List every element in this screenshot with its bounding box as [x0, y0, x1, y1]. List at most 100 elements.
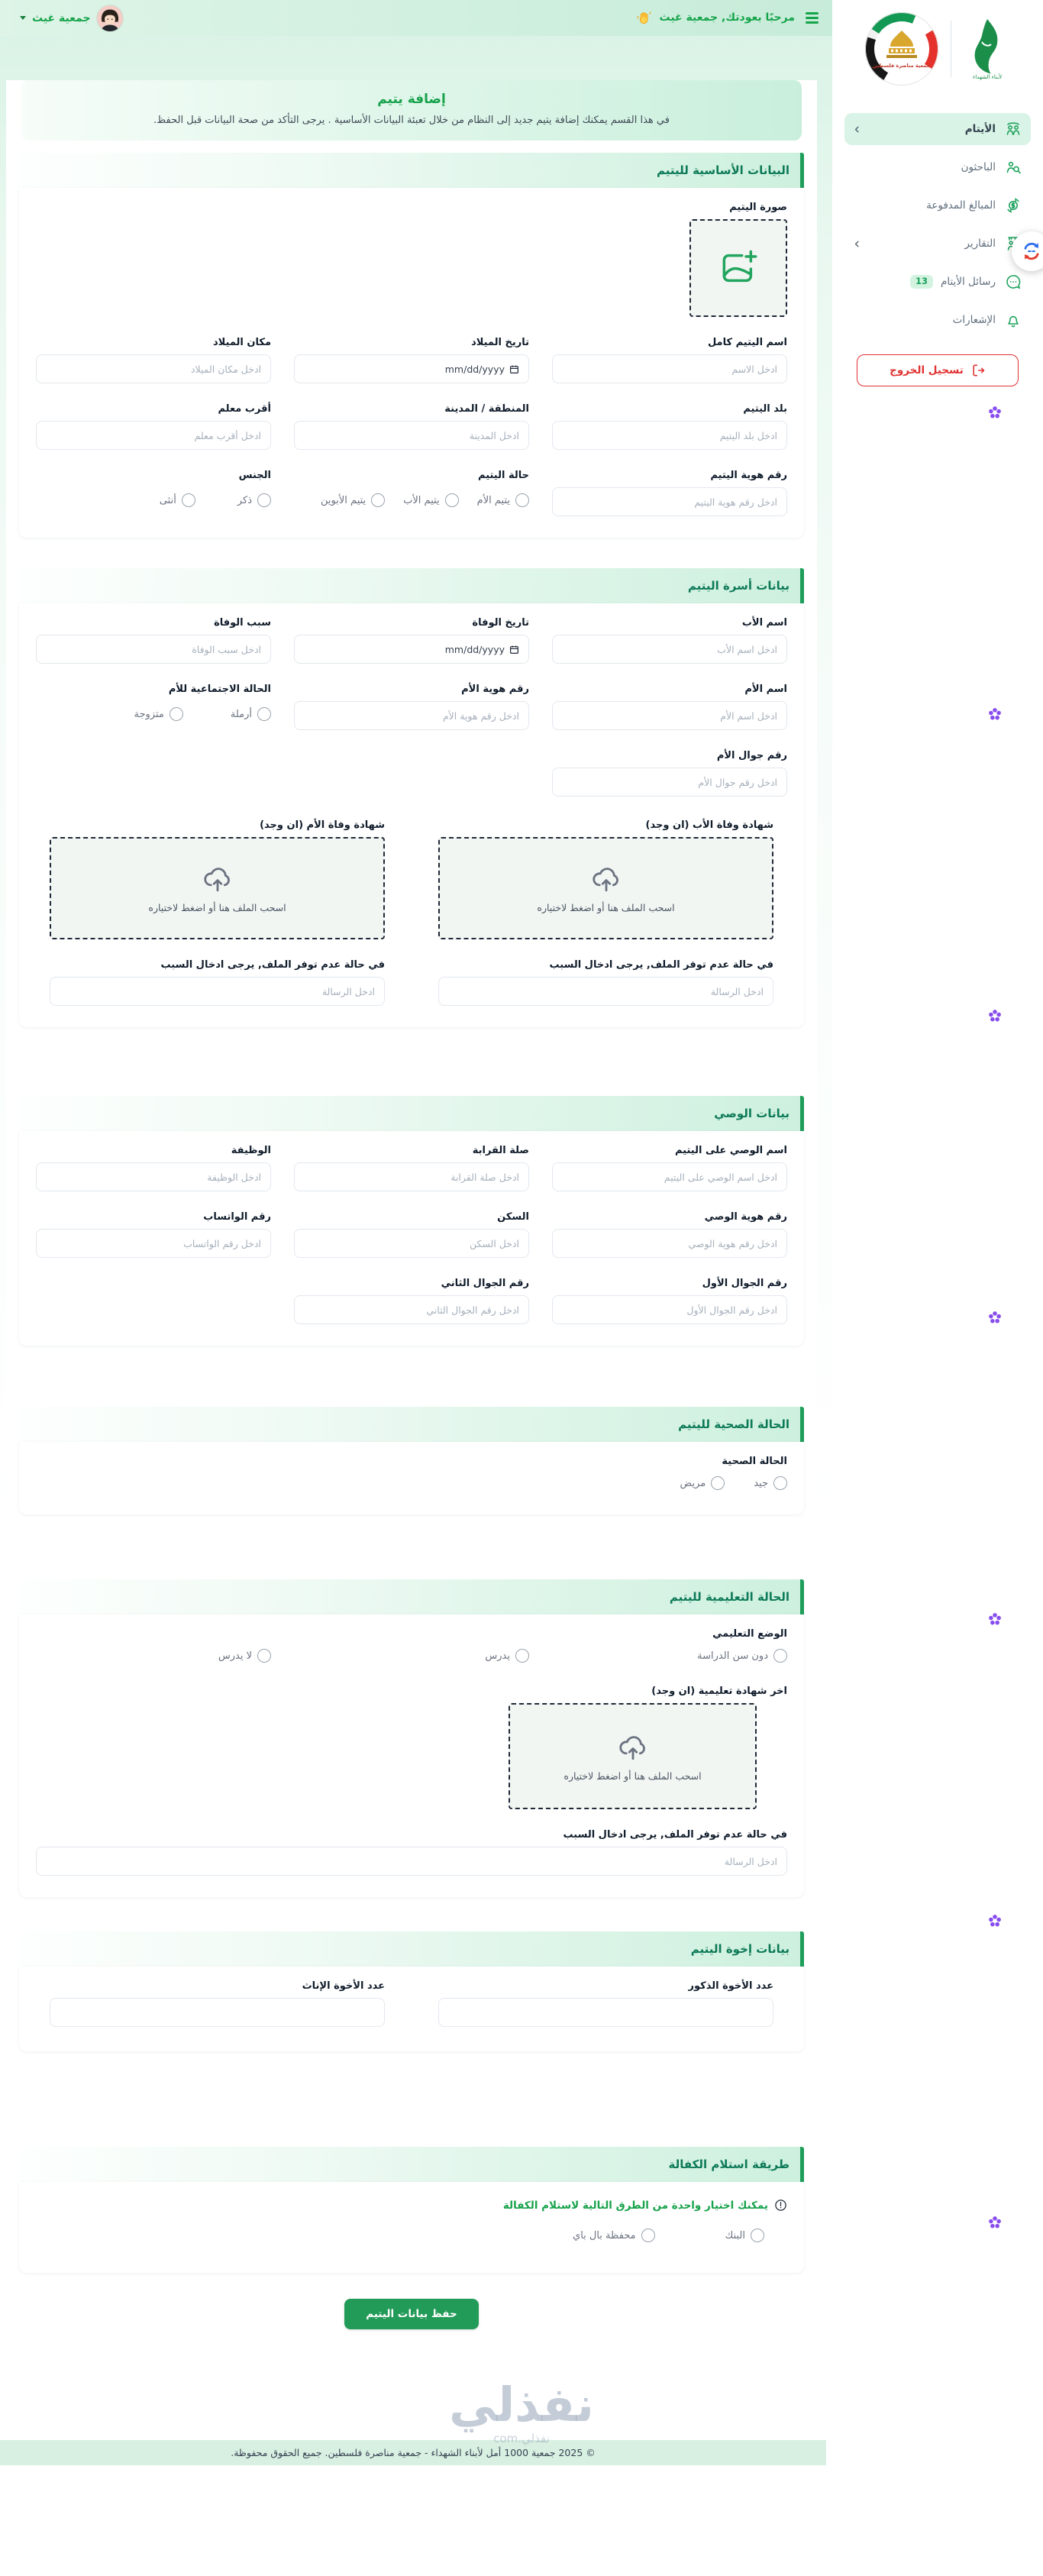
- notifications-icon: [1003, 310, 1023, 330]
- radio-health-good[interactable]: جيد: [754, 1476, 787, 1490]
- field-mother-id: رقم هوية الأم: [294, 684, 529, 730]
- mother-cert-upload[interactable]: اسحب الملف هنا أو اضغط لاختياره: [50, 837, 385, 939]
- radio-gender-female[interactable]: أنثى: [160, 493, 195, 507]
- messages-icon: [1003, 272, 1023, 292]
- waving-hand-icon: [636, 10, 652, 26]
- upload-hint: اسحب الملف هنا أو اضغط لاختياره: [148, 902, 286, 913]
- sidebar-item-label: التقارير: [964, 238, 996, 250]
- sponsorship-note-row: يمكنك اختيار واحدة من الطرق التالية لاست…: [36, 2199, 787, 2212]
- radio-method-palpay[interactable]: محفظة بال باي: [573, 2229, 655, 2242]
- sidebar-item-orphans[interactable]: الأيتام: [844, 113, 1031, 145]
- field-relation: صلة القرابة: [294, 1145, 529, 1191]
- radio-method-bank[interactable]: البنك: [725, 2229, 764, 2242]
- logout-icon: [970, 363, 986, 378]
- guardian-name-input[interactable]: [552, 1162, 787, 1191]
- job-input[interactable]: [36, 1162, 271, 1191]
- main-area: مرحبًا بعودتك, جمعية غيث: [0, 0, 832, 2465]
- orphan-id-input[interactable]: [552, 487, 787, 516]
- sidebar-item-orphan-messages[interactable]: رسائل الأيتام 13: [844, 266, 1031, 298]
- palestine-logo: جمعية مناصرة فلسطين: [864, 12, 938, 86]
- mother-name-input[interactable]: [552, 701, 787, 730]
- death-cause-input[interactable]: [36, 635, 271, 664]
- section-health-header: الحالة الصحية لليتيم: [19, 1407, 804, 1442]
- father-cert-upload[interactable]: اسحب الملف هنا أو اضغط لاختياره: [438, 837, 773, 939]
- orphan-photo-upload[interactable]: [689, 219, 787, 317]
- sidebar-item-notifications[interactable]: الإشعارات: [844, 304, 1031, 336]
- swap-float-button[interactable]: [1012, 231, 1043, 271]
- mother-id-input[interactable]: [294, 701, 529, 730]
- radio-edu-preschool[interactable]: دون سن الدراسة: [552, 1649, 787, 1663]
- copyright-text: © 2025 جمعية 1000 أمل لأبناء الشهداء - ج…: [231, 2447, 596, 2458]
- radio-gender-male[interactable]: ذكر: [237, 493, 271, 507]
- mother-cert-reason-input[interactable]: [50, 977, 385, 1006]
- field-guardian-name: اسم الوصي على اليتيم: [552, 1145, 787, 1191]
- whatsapp-input[interactable]: [36, 1229, 271, 1258]
- residence-input[interactable]: [294, 1229, 529, 1258]
- section-basic-header: البيانات الأساسية لليتيم: [19, 153, 804, 188]
- hamburger-menu-icon[interactable]: [802, 9, 822, 26]
- country-input[interactable]: [552, 421, 787, 450]
- health-group-label: الحالة الصحية: [722, 1456, 787, 1467]
- brothers-count-input[interactable]: [438, 1998, 773, 2027]
- field-residence: السكن: [294, 1211, 529, 1258]
- field-death-cause: سبب الوفاة: [36, 617, 271, 664]
- nafezly-watermark-icon: [988, 1009, 1002, 1023]
- phone1-input[interactable]: [552, 1295, 787, 1324]
- phone2-input[interactable]: [294, 1295, 529, 1324]
- sidebar-nav: الأيتام الباحثون: [832, 90, 1043, 386]
- payments-icon: [1003, 196, 1023, 215]
- full-name-input[interactable]: [552, 354, 787, 383]
- guardian-id-input[interactable]: [552, 1229, 787, 1258]
- mother-phone-input[interactable]: [552, 768, 787, 797]
- mother-death-certificate-block: شهادة وفاة الأم (ان وجد) اسحب الملف هنا …: [50, 819, 385, 1006]
- sisters-count-input[interactable]: [50, 1998, 385, 2027]
- sidebar: لأبناء الشهداء جمع: [832, 0, 1043, 2465]
- add-image-icon: [717, 247, 760, 289]
- education-group-label: الوضع التعليمي: [712, 1628, 787, 1640]
- upload-hint: اسحب الملف هنا أو اضغط لاختياره: [537, 902, 675, 913]
- sidebar-item-reports[interactable]: التقارير: [844, 228, 1031, 260]
- death-date-input[interactable]: mm/dd/yyyy: [294, 635, 529, 664]
- radio-status-both-orphan[interactable]: يتيم الأبوين: [321, 493, 386, 507]
- orphans-icon: [1003, 119, 1023, 139]
- nafezly-watermark-icon: [988, 2216, 1002, 2229]
- section-sponsorship: طريقة استلام الكفالة يمكنك اختيار واحدة …: [19, 2147, 804, 2273]
- city-input[interactable]: [294, 421, 529, 450]
- field-city: المنطقة / المدينة: [294, 403, 529, 450]
- radio-status-mother-orphan[interactable]: يتيم الأم: [477, 493, 529, 507]
- birth-place-input[interactable]: [36, 354, 271, 383]
- sidebar-item-payments[interactable]: المبالغ المدفوعة: [844, 189, 1031, 221]
- topbar: مرحبًا بعودتك, جمعية غيث: [0, 0, 832, 36]
- certificate-reason-input[interactable]: [36, 1847, 787, 1876]
- field-sisters-count: عدد الأخوة الإناث: [50, 1980, 385, 2027]
- cloud-upload-icon: [590, 863, 622, 895]
- sidebar-item-researchers[interactable]: الباحثون: [844, 151, 1031, 183]
- welcome-text: مرحبًا بعودتك, جمعية غيث: [659, 11, 795, 24]
- radio-status-father-orphan[interactable]: يتيم الأب: [403, 493, 459, 507]
- father-name-input[interactable]: [552, 635, 787, 664]
- avatar: [96, 5, 123, 31]
- topbar-right-group: مرحبًا بعودتك, جمعية غيث: [636, 9, 822, 26]
- radio-marital-married[interactable]: متزوجة: [134, 707, 183, 721]
- sidebar-item-label: رسائل الأيتام: [941, 276, 996, 288]
- nafezly-watermark-icon: [988, 1311, 1002, 1324]
- birth-date-input[interactable]: mm/dd/yyyy: [294, 354, 529, 383]
- radio-edu-studying[interactable]: يدرس: [294, 1649, 529, 1663]
- section-siblings-header: بيانات إخوة اليتيم: [19, 1931, 804, 1967]
- field-brothers-count: عدد الأخوة الذكور: [438, 1980, 773, 2027]
- logout-button[interactable]: تسجيل الخروج: [857, 354, 1019, 386]
- group-mother-marital-status: الحالة الاجتماعية للأم أرملة متزوجة: [134, 684, 271, 721]
- radio-marital-widow[interactable]: أرملة: [231, 707, 271, 721]
- certificate-label: اخر شهادة تعليمية (ان وجد): [651, 1686, 787, 1697]
- landmark-input[interactable]: [36, 421, 271, 450]
- relation-input[interactable]: [294, 1162, 529, 1191]
- radio-edu-not-studying[interactable]: لا يدرس: [36, 1649, 271, 1663]
- father-cert-reason-input[interactable]: [438, 977, 773, 1006]
- save-orphan-button[interactable]: حفظ بيانات اليتيم: [344, 2299, 479, 2329]
- sidebar-item-label: الإشعارات: [952, 314, 996, 326]
- org-dropdown[interactable]: جمعية غيث: [20, 5, 123, 31]
- certificate-upload[interactable]: اسحب الملف هنا أو اضغط لاختياره: [509, 1703, 757, 1809]
- radio-health-sick[interactable]: مريض: [680, 1476, 725, 1490]
- field-phone2: رقم الجوال الثاني: [294, 1278, 529, 1324]
- field-mother-name: اسم الأم: [552, 684, 787, 730]
